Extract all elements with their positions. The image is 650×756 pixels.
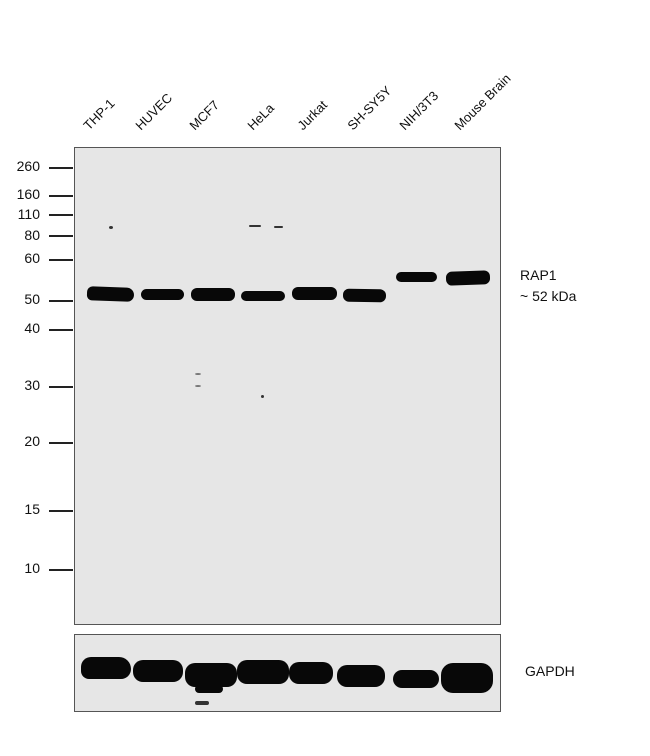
mw-label-20: 20 [24, 433, 40, 449]
band-hela [241, 291, 285, 301]
blot-artifact [109, 226, 113, 229]
mw-label-30: 30 [24, 377, 40, 393]
blot-artifact [261, 395, 264, 398]
target-name: RAP1 [520, 267, 557, 283]
lane-label-mouse-brain: Mouse Brain [451, 70, 514, 133]
lane-label-mcf7: MCF7 [186, 97, 223, 133]
target-size: ~ 52 kDa [520, 288, 577, 304]
mw-tick-260 [49, 167, 73, 169]
gapdh-band-shsy5y [337, 665, 385, 687]
gapdh-band-mcf7-smear [195, 685, 223, 693]
mw-tick-160 [49, 195, 73, 197]
mw-tick-15 [49, 510, 73, 512]
gapdh-band-mouse-brain [441, 663, 493, 693]
mw-tick-30 [49, 386, 73, 388]
lane-label-nih3t3: NIH/3T3 [396, 88, 442, 133]
mw-label-10: 10 [24, 560, 40, 576]
mw-tick-80 [49, 235, 73, 237]
blot-artifact [274, 226, 283, 228]
lane-label-huvec: HUVEC [132, 90, 176, 133]
target-label: RAP1 ~ 52 kDa [520, 265, 576, 307]
mw-label-160: 160 [16, 186, 40, 202]
gapdh-band-nih3t3 [393, 670, 439, 688]
gapdh-band-jurkat [289, 662, 333, 684]
band-nih3t3 [396, 272, 437, 282]
mw-tick-50 [49, 300, 73, 302]
mw-label-80: 80 [24, 227, 40, 243]
mw-label-15: 15 [24, 501, 40, 517]
gapdh-blot-panel [74, 634, 501, 712]
gapdh-band-thp1 [81, 657, 131, 679]
mw-label-50: 50 [24, 291, 40, 307]
lane-label-shsy5y: SH-SY5Y [344, 83, 395, 133]
lane-label-hela: HeLa [244, 100, 277, 133]
mw-tick-60 [49, 259, 73, 261]
mw-tick-20 [49, 442, 73, 444]
blot-artifact [249, 225, 261, 227]
mw-label-60: 60 [24, 250, 40, 266]
mw-tick-110 [49, 214, 73, 216]
mw-label-110: 110 [17, 206, 40, 222]
lane-label-jurkat: Jurkat [294, 97, 331, 133]
band-huvec [141, 289, 184, 300]
mw-tick-40 [49, 329, 73, 331]
band-jurkat [292, 287, 337, 300]
band-mouse-brain [445, 270, 491, 286]
band-thp1 [86, 286, 135, 302]
lane-label-thp1: THP-1 [80, 95, 118, 133]
mw-label-40: 40 [24, 320, 40, 336]
blot-artifact [195, 385, 201, 387]
band-mcf7 [191, 288, 235, 301]
mw-label-260: 260 [16, 158, 40, 174]
main-blot-panel [74, 147, 501, 625]
blot-artifact [195, 373, 201, 375]
gapdh-band-huvec [133, 660, 183, 682]
loading-control-label: GAPDH [525, 663, 575, 679]
blot-artifact [195, 701, 209, 705]
mw-tick-10 [49, 569, 73, 571]
gapdh-band-mcf7 [185, 663, 237, 687]
gapdh-band-hela [237, 660, 289, 684]
band-shsy5y [342, 288, 387, 303]
